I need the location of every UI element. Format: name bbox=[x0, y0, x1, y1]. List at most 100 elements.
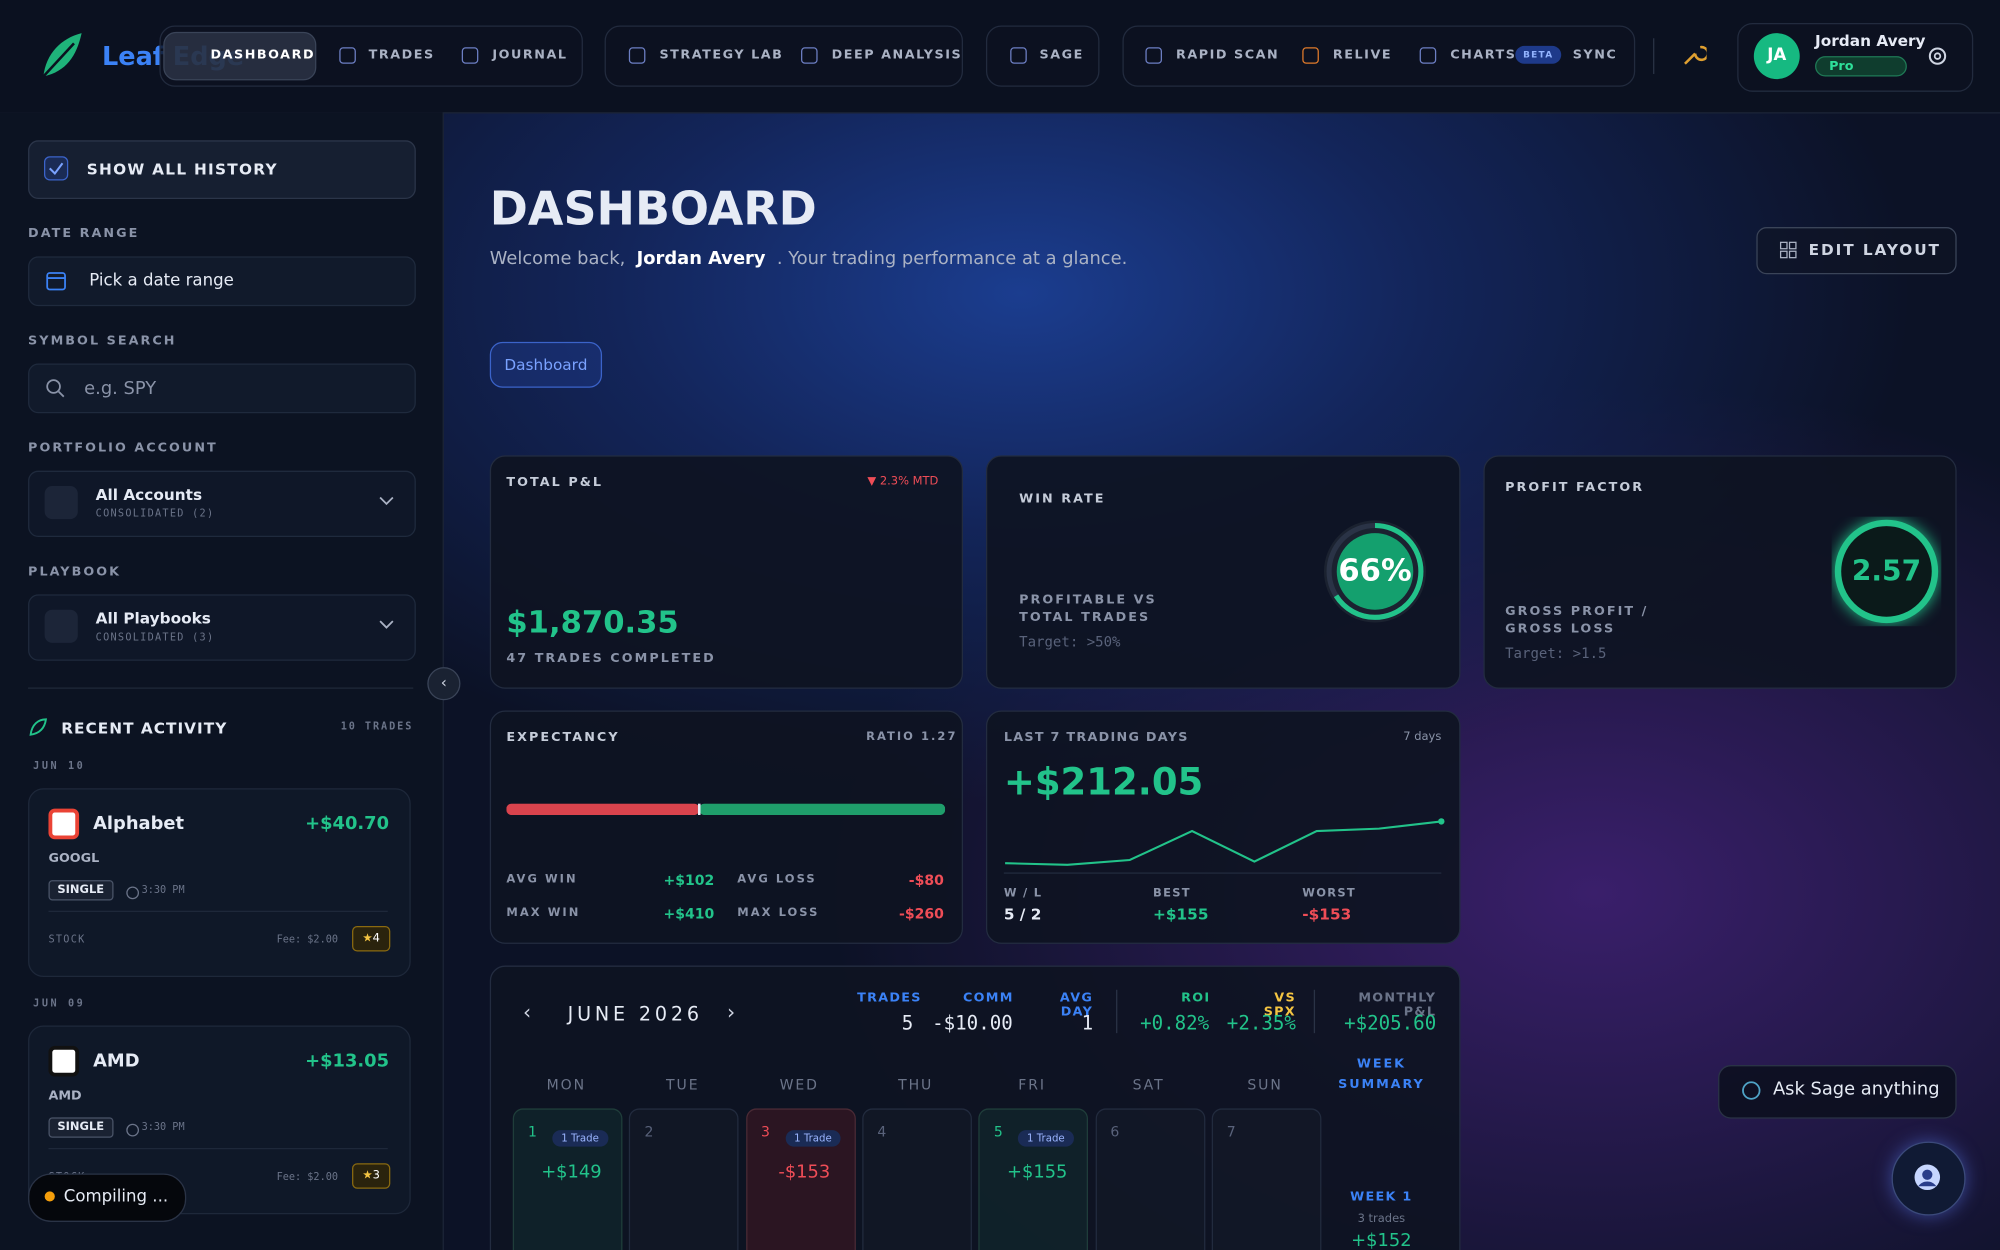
nav-icon bbox=[1419, 47, 1437, 64]
day-number: 7 bbox=[1226, 1123, 1236, 1141]
trade-time: 3:30 PM bbox=[141, 1121, 185, 1133]
portfolio-value: All Accounts bbox=[95, 485, 203, 504]
nav-item[interactable]: RELIVE bbox=[1332, 48, 1393, 63]
symbol-placeholder: e.g. SPY bbox=[84, 378, 157, 400]
stat-value: 5 bbox=[901, 1011, 914, 1035]
stat-label: W / L bbox=[1003, 887, 1043, 901]
expectancy-card bbox=[489, 710, 964, 944]
field-label: SYMBOL SEARCH bbox=[28, 334, 177, 349]
chevron bbox=[379, 620, 394, 629]
status-text: Compiling ... bbox=[63, 1187, 169, 1207]
last7-period: 7 days bbox=[1403, 730, 1442, 744]
portfolio-select[interactable] bbox=[28, 470, 416, 537]
day-cell[interactable] bbox=[862, 1108, 972, 1250]
day-trades: 1 Trade bbox=[1018, 1130, 1074, 1147]
trade-fee: Fee: $2.00 bbox=[276, 1170, 339, 1183]
avatar: JA bbox=[1753, 33, 1800, 80]
nav-item[interactable]: CHARTS bbox=[1450, 48, 1517, 63]
pnl-value: $1,870.35 bbox=[506, 604, 679, 641]
weekday: TUE bbox=[666, 1076, 700, 1094]
stat-label: AVG LOSS bbox=[737, 873, 817, 887]
card-desc: GROSS PROFIT / GROSS LOSS bbox=[1505, 604, 1649, 637]
stat-value: +$205.60 bbox=[1344, 1011, 1437, 1035]
search-icon bbox=[46, 379, 65, 398]
expectancy-bar bbox=[506, 803, 946, 816]
trade-symbol: GOOGL bbox=[48, 852, 100, 867]
day-cell[interactable] bbox=[629, 1108, 739, 1250]
pnl-change: ▼ 2.3% MTD bbox=[867, 475, 939, 489]
chevron bbox=[379, 496, 394, 506]
show-all-toggle[interactable] bbox=[28, 140, 416, 199]
welcome-prefix: Welcome back, bbox=[489, 248, 626, 270]
max-win: +$410 bbox=[663, 905, 715, 923]
trade-fee: Fee: $2.00 bbox=[276, 933, 339, 946]
sparkline-end bbox=[1438, 818, 1445, 825]
clock-icon bbox=[126, 886, 140, 900]
card-label: PROFIT FACTOR bbox=[1505, 480, 1645, 495]
day-number: 6 bbox=[1110, 1123, 1120, 1141]
tools-icon[interactable] bbox=[1681, 42, 1707, 68]
day-number: 4 bbox=[877, 1123, 887, 1141]
beta-badge: BETA bbox=[1515, 45, 1562, 64]
stat-label: MAX WIN bbox=[506, 906, 581, 920]
nav-active bbox=[163, 31, 317, 81]
trade-pnl: +$13.05 bbox=[305, 1051, 390, 1072]
user-name: Jordan Avery bbox=[1815, 31, 1926, 50]
stat-label: VS SPX bbox=[1263, 991, 1296, 1020]
nav-item[interactable]: RAPID SCAN bbox=[1176, 48, 1280, 63]
playbook-select[interactable] bbox=[28, 594, 416, 661]
worst-value: -$153 bbox=[1302, 905, 1352, 924]
expectancy-ratio: RATIO 1.27 bbox=[866, 730, 958, 744]
trade-rating: 3 bbox=[372, 1169, 380, 1183]
nav-icon bbox=[801, 47, 818, 64]
day-cell[interactable] bbox=[1095, 1108, 1205, 1250]
group-date: JUN 09 bbox=[33, 997, 86, 1009]
page-title: DASHBOARD bbox=[489, 183, 817, 236]
stat-label: TRADES bbox=[857, 991, 922, 1006]
week-label: WEEK 1 bbox=[1350, 1190, 1413, 1205]
day-pnl: +$149 bbox=[541, 1161, 602, 1183]
week-trades: 3 trades bbox=[1357, 1213, 1406, 1226]
collapse-button[interactable]: ‹ bbox=[427, 667, 461, 701]
sparkline bbox=[1005, 818, 1445, 866]
day-number: 2 bbox=[644, 1123, 654, 1141]
nav-item[interactable]: DASHBOARD bbox=[210, 48, 316, 63]
weekday: SAT bbox=[1132, 1076, 1165, 1094]
nav-item[interactable]: TRADES bbox=[368, 48, 435, 63]
nav-icon bbox=[628, 47, 646, 64]
trade-type: SINGLE bbox=[48, 1117, 114, 1138]
split-marker bbox=[697, 803, 701, 816]
week-pnl: +$152 bbox=[1351, 1230, 1412, 1250]
stat-value: +0.82% bbox=[1140, 1011, 1210, 1035]
day-number: 5 bbox=[993, 1123, 1003, 1141]
date-range-input[interactable] bbox=[28, 256, 416, 307]
day-cell[interactable] bbox=[1211, 1108, 1322, 1250]
trade-symbol: AMD bbox=[48, 1089, 82, 1104]
ask-sage-button[interactable] bbox=[1718, 1065, 1957, 1119]
field-label: DATE RANGE bbox=[28, 227, 140, 242]
day-pnl: -$153 bbox=[778, 1161, 831, 1183]
sage-icon bbox=[1742, 1081, 1761, 1100]
prev-month[interactable]: ‹ bbox=[522, 999, 532, 1025]
nav-item[interactable]: STRATEGY LAB bbox=[659, 48, 784, 63]
nav-item[interactable]: JOURNAL bbox=[492, 48, 568, 63]
wallet-icon bbox=[44, 485, 78, 520]
edit-layout-label: EDIT LAYOUT bbox=[1808, 241, 1941, 259]
settings-icon[interactable] bbox=[1926, 45, 1949, 68]
trade-asset: STOCK bbox=[48, 933, 86, 946]
nav-item[interactable]: DEEP ANALYSIS bbox=[831, 48, 963, 63]
max-loss: -$260 bbox=[898, 905, 944, 923]
leaf-icon bbox=[29, 718, 48, 736]
next-month[interactable]: › bbox=[727, 999, 736, 1025]
best-value: +$155 bbox=[1153, 905, 1209, 924]
nav-sync[interactable]: SYNC bbox=[1572, 48, 1618, 63]
win-gauge-label: 66% bbox=[1338, 552, 1412, 589]
stat-value: +2.35% bbox=[1226, 1011, 1296, 1035]
group-date: JUN 10 bbox=[33, 760, 86, 772]
symbol-input[interactable] bbox=[28, 363, 416, 414]
dashboard-tab[interactable]: Dashboard bbox=[489, 341, 603, 388]
wl-value: 5 / 2 bbox=[1003, 905, 1042, 924]
nav-item[interactable]: SAGE bbox=[1039, 48, 1084, 63]
stat-label: MAX LOSS bbox=[737, 906, 820, 920]
